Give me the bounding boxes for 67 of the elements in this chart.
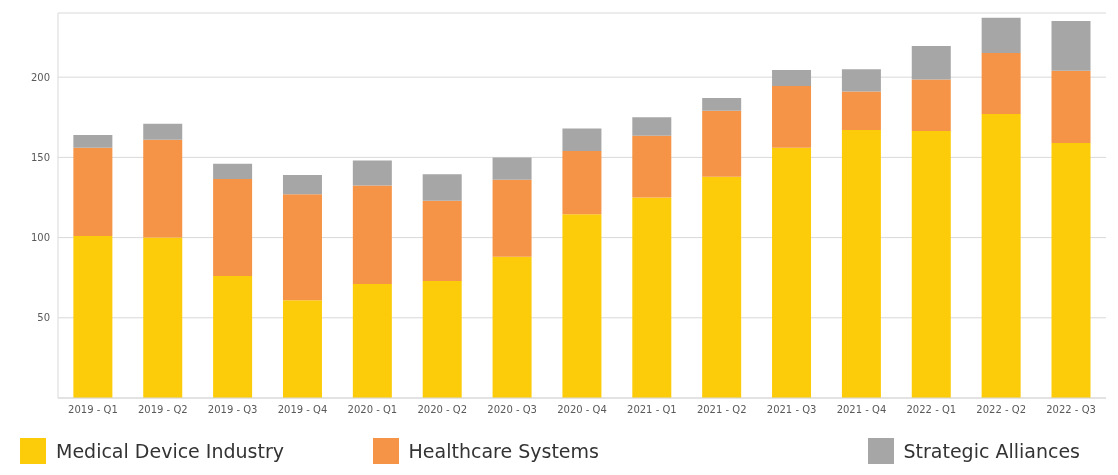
- x-tick-label: 2020 - Q1: [347, 404, 398, 416]
- x-tick-label: 2020 - Q4: [557, 404, 607, 416]
- bar: [213, 276, 253, 398]
- bar: [422, 174, 462, 201]
- bar: [73, 134, 113, 148]
- bar: [352, 185, 392, 285]
- bar: [911, 45, 951, 80]
- bar: [911, 130, 951, 398]
- bar: [352, 160, 392, 186]
- y-tick-label: 100: [30, 232, 50, 244]
- bar: [841, 130, 881, 398]
- y-tick-label: 50: [37, 312, 50, 324]
- bar: [1051, 21, 1091, 71]
- x-tick-label: 2021 - Q4: [836, 404, 887, 416]
- bar: [702, 110, 742, 177]
- bar: [143, 237, 183, 398]
- bar: [841, 69, 881, 92]
- bar: [492, 179, 532, 257]
- bar: [981, 114, 1021, 398]
- x-tick-label: 2020 - Q3: [487, 404, 537, 416]
- bar: [772, 147, 812, 398]
- bar: [981, 17, 1021, 54]
- bar: [772, 69, 812, 86]
- bar: [632, 135, 672, 198]
- x-tick-label: 2020 - Q2: [417, 404, 468, 416]
- bar: [841, 91, 881, 131]
- bar: [422, 280, 462, 398]
- bar: [73, 147, 113, 236]
- bar: [632, 117, 672, 136]
- bar: [143, 123, 183, 140]
- x-tick-label: 2021 - Q1: [627, 404, 677, 416]
- bar: [702, 98, 742, 111]
- legend-label: Strategic Alliances: [903, 440, 1080, 462]
- x-tick-label: 2021 - Q2: [696, 404, 747, 416]
- bar: [1051, 70, 1091, 143]
- bar: [772, 85, 812, 148]
- legend-label: Medical Device Industry: [56, 440, 284, 462]
- bar: [911, 79, 951, 131]
- bar: [73, 235, 113, 398]
- bar: [213, 163, 253, 180]
- bar: [702, 176, 742, 398]
- bar: [282, 194, 322, 301]
- x-tick-label: 2019 - Q4: [277, 404, 328, 416]
- bar: [632, 197, 672, 398]
- x-tick-label: 2019 - Q3: [207, 404, 258, 416]
- bar: [143, 139, 183, 238]
- x-tick-label: 2019 - Q2: [137, 404, 188, 416]
- x-tick-label: 2022 - Q3: [1046, 404, 1096, 416]
- bar: [562, 214, 602, 398]
- bar: [562, 128, 602, 151]
- bar: [213, 179, 253, 277]
- bar: [492, 157, 532, 180]
- bar: [282, 300, 322, 398]
- y-tick-label: 200: [30, 71, 50, 83]
- bar: [492, 256, 532, 398]
- bar: [352, 284, 392, 398]
- bar: [562, 150, 602, 215]
- bar: [282, 175, 322, 195]
- bar: [422, 200, 462, 281]
- bar: [1051, 142, 1091, 398]
- bar: [981, 53, 1021, 115]
- x-tick-label: 2022 - Q2: [976, 404, 1027, 416]
- x-tick-label: 2019 - Q1: [68, 404, 118, 416]
- y-tick-label: 150: [30, 151, 50, 163]
- legend-label: Healthcare Systems: [408, 440, 599, 462]
- x-tick-label: 2021 - Q3: [766, 404, 817, 416]
- x-tick-label: 2022 - Q1: [906, 404, 957, 416]
